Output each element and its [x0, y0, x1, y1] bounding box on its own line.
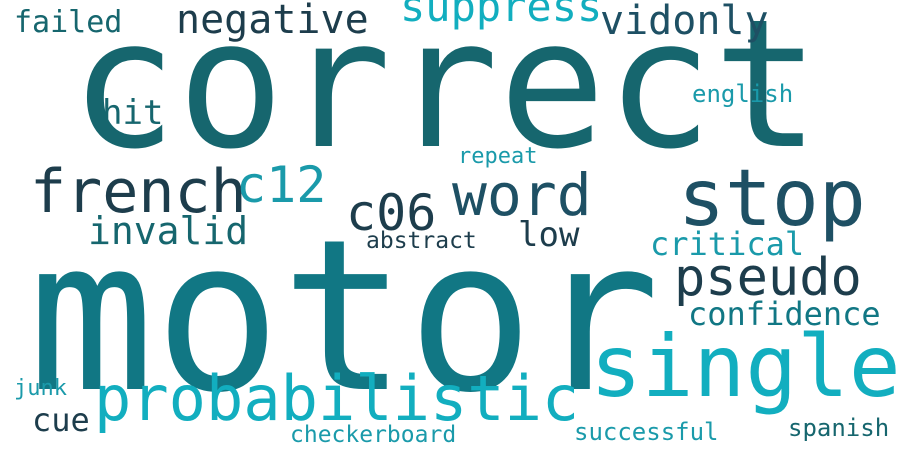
word-c12: c12: [236, 156, 327, 214]
word-negative: negative: [176, 0, 369, 43]
word-c06: c06: [346, 184, 437, 242]
word-word: word: [452, 161, 592, 229]
word-abstract: abstract: [366, 228, 477, 254]
word-probabilistic: probabilistic: [94, 362, 580, 435]
word-checkerboard: checkerboard: [290, 422, 457, 448]
word-invalid: invalid: [88, 209, 249, 253]
word-successful: successful: [574, 418, 719, 446]
word-motor: motor: [28, 194, 661, 439]
word-stop: stop: [678, 154, 866, 244]
word-french: french: [30, 157, 247, 227]
word-repeat: repeat: [458, 144, 538, 169]
word-spanish: spanish: [788, 414, 890, 442]
word-hit: hit: [102, 93, 164, 133]
word-failed: failed: [14, 5, 123, 40]
word-english: english: [692, 80, 794, 108]
word-pseudo: pseudo: [674, 248, 862, 308]
word-vidonly: vidonly: [600, 0, 769, 44]
word-confidence: confidence: [688, 295, 881, 333]
word-critical: critical: [650, 225, 805, 263]
word-cue: cue: [32, 401, 90, 439]
word-single: single: [590, 317, 900, 417]
word-suppress: suppress: [400, 0, 603, 31]
word-low: low: [518, 215, 580, 255]
word-correct: correct: [70, 0, 821, 188]
word-junk: junk: [14, 376, 67, 401]
